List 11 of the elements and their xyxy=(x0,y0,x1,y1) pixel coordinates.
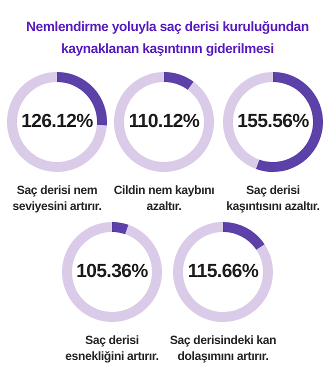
text: Saç derisi nem seviyesini artırır. xyxy=(11,182,103,214)
text: 110.12% xyxy=(128,111,200,133)
text: Nemlendirme yoluyla saç derisi kuruluğundan kaynaklanan kaşıntının giderilmesi xyxy=(25,18,310,58)
text: Cildin nem kaybını azaltır. xyxy=(112,182,216,214)
text: 155.56% xyxy=(236,111,310,133)
text: 105.36% xyxy=(75,261,149,283)
text: 115.66% xyxy=(186,261,260,283)
text: Saç derisi esnekliğini artırır. xyxy=(64,332,160,364)
text: Saç derisi kaşıntısını azaltır. xyxy=(225,182,321,214)
text: Saç derisindeki kan dolaşımını artırır. xyxy=(169,332,277,364)
text: 126.12% xyxy=(20,111,94,133)
